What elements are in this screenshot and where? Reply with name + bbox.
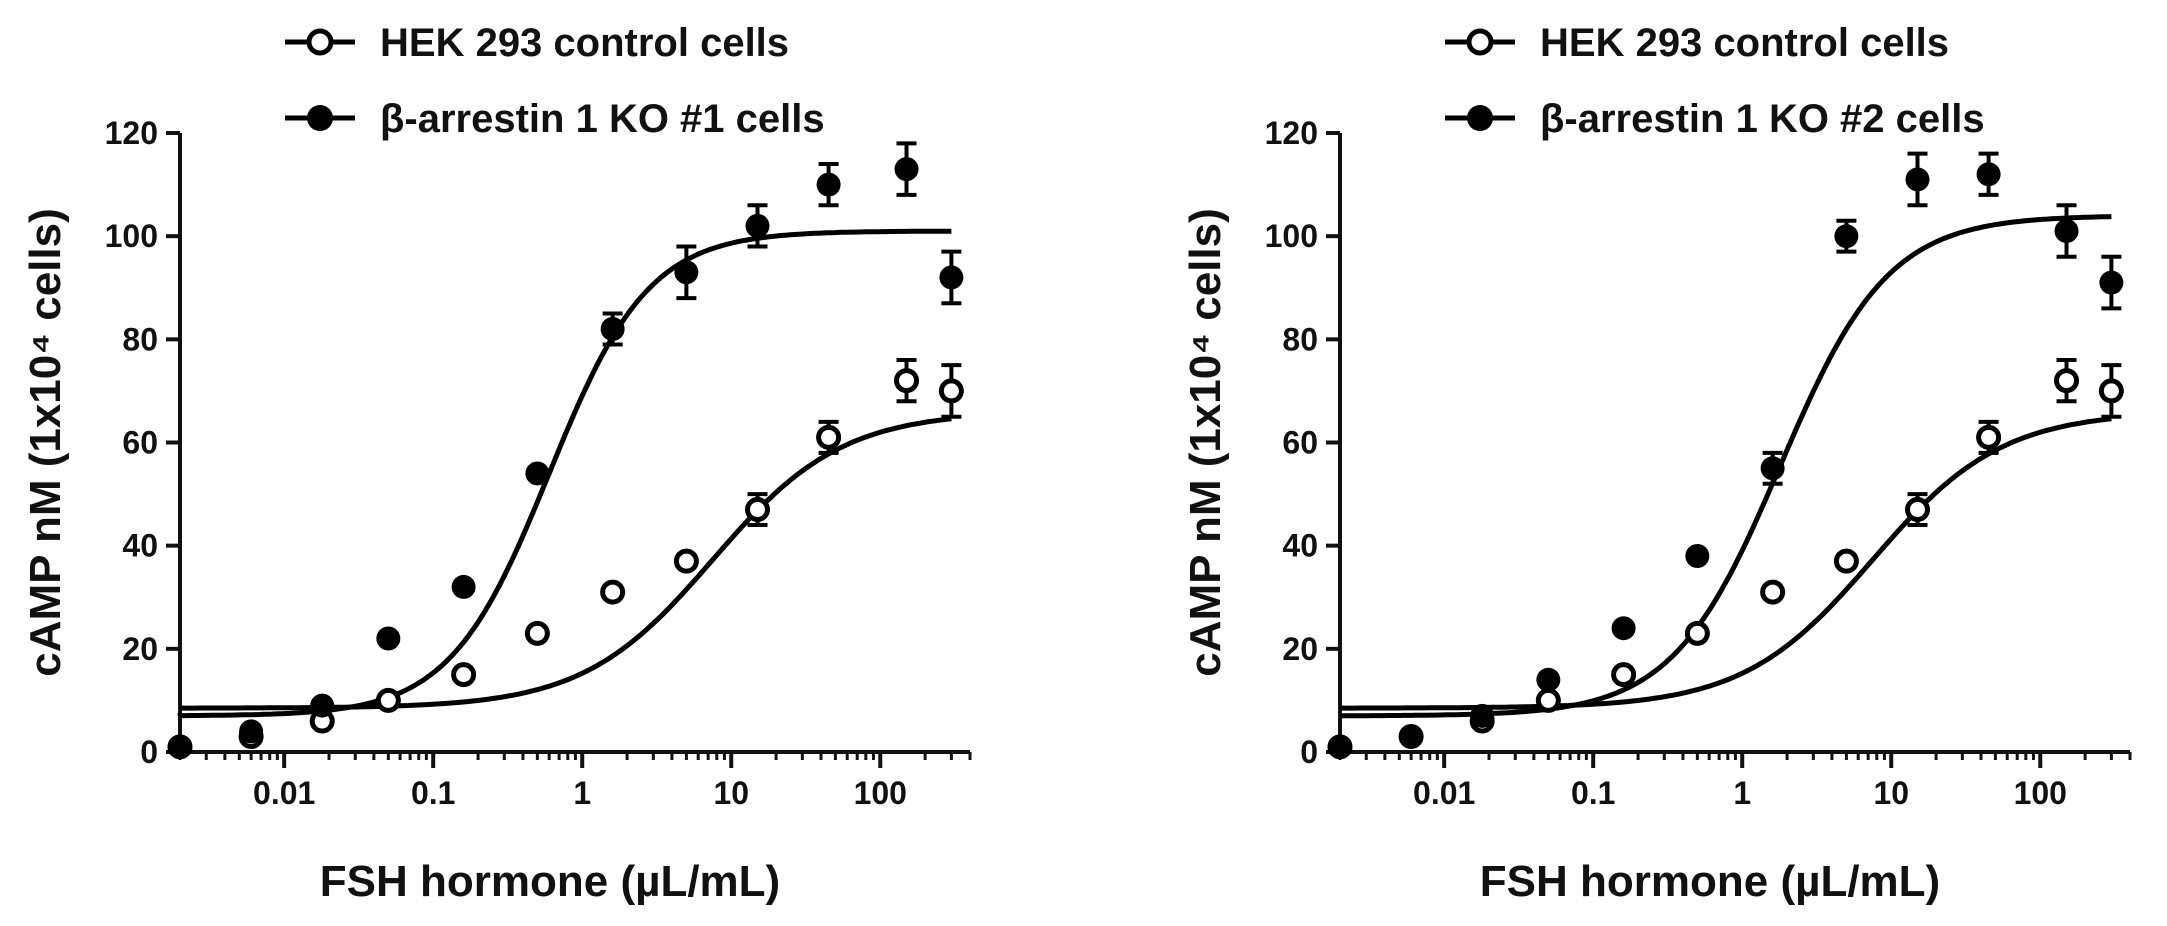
data-point-filled — [1470, 703, 1495, 728]
data-point-filled — [1536, 667, 1561, 692]
x-tick-label: 10 — [1873, 775, 1909, 811]
legend-entry: β-arrestin 1 KO #1 cells — [285, 97, 825, 141]
data-point-open — [673, 548, 699, 574]
data-point-open — [375, 687, 401, 713]
fit-curve — [180, 416, 952, 711]
data-point-filled — [1399, 724, 1424, 749]
x-tick-label: 1 — [573, 775, 591, 811]
data-point-filled — [239, 719, 264, 744]
data-point-open — [1904, 497, 1930, 523]
legend-label: β-arrestin 1 KO #1 cells — [380, 97, 825, 141]
data-point-filled — [1328, 734, 1352, 759]
data-point-open — [600, 579, 626, 605]
data-point-filled — [2054, 219, 2079, 244]
y-axis-title: cAMP nM (1x10⁴ cells) — [1181, 208, 1230, 676]
x-tick-label: 1 — [1733, 775, 1751, 811]
data-point-filled — [525, 461, 550, 486]
data-point-open — [894, 368, 920, 394]
data-point-filled — [168, 734, 192, 759]
data-point-open — [744, 497, 770, 523]
data-point-filled — [939, 265, 964, 290]
x-tick-label: 0.01 — [1413, 775, 1475, 811]
data-point-filled — [310, 693, 335, 718]
data-point-open — [1535, 687, 1561, 713]
data-point-open — [1684, 620, 1710, 646]
data-point-open — [2098, 378, 2124, 404]
x-tick-label: 100 — [2014, 775, 2067, 811]
legend-label: β-arrestin 1 KO #2 cells — [1540, 97, 1985, 141]
x-axis-title: FSH hormone (µL/mL) — [1480, 857, 1940, 906]
data-point-open — [1611, 662, 1637, 688]
y-tick-label: 80 — [122, 321, 158, 357]
data-point-open — [2054, 368, 2080, 394]
data-point-open — [1760, 579, 1786, 605]
fit-curve — [177, 228, 952, 719]
data-point-filled — [2099, 270, 2124, 295]
x-tick-label: 10 — [713, 775, 749, 811]
y-tick-label: 0 — [140, 734, 158, 770]
legend-marker-filled — [307, 105, 333, 131]
y-tick-label: 20 — [122, 631, 158, 667]
data-point-filled — [1611, 616, 1636, 641]
data-point-filled — [376, 626, 401, 651]
data-point-filled — [600, 317, 625, 342]
data-point-open — [1833, 548, 1859, 574]
fit-curve — [1340, 416, 2112, 711]
x-tick-label: 0.1 — [1571, 775, 1615, 811]
y-tick-label: 100 — [1265, 218, 1318, 254]
data-point-filled — [1760, 456, 1785, 481]
x-axis-title: FSH hormone (µL/mL) — [320, 857, 780, 906]
y-tick-label: 60 — [122, 425, 158, 461]
y-tick-label: 120 — [1265, 115, 1318, 151]
x-tick-label: 0.01 — [253, 775, 315, 811]
legend-label: HEK 293 control cells — [1540, 21, 1949, 65]
chart-panel-right: HEK 293 control cells β-arrestin 1 KO #2 … — [1160, 0, 2167, 926]
legend-marker-open — [1466, 28, 1494, 56]
data-point-filled — [451, 574, 476, 599]
y-tick-label: 100 — [105, 218, 158, 254]
y-tick-label: 120 — [105, 115, 158, 151]
data-point-open — [1976, 424, 2002, 450]
data-point-open — [938, 378, 964, 404]
chart-panel-left: HEK 293 control cells β-arrestin 1 KO #1 … — [0, 0, 1083, 926]
data-point-open — [451, 662, 477, 688]
legend-marker-open — [306, 28, 334, 56]
y-tick-label: 40 — [122, 528, 158, 564]
x-tick-label: 100 — [854, 775, 907, 811]
y-axis-title: cAMP nM (1x10⁴ cells) — [21, 208, 70, 676]
fit-curve — [1339, 214, 2112, 719]
data-point-filled — [1834, 224, 1859, 249]
y-tick-label: 40 — [1282, 528, 1318, 564]
data-point-open — [816, 424, 842, 450]
data-point-filled — [894, 157, 919, 182]
x-tick-label: 0.1 — [411, 775, 455, 811]
data-point-open — [524, 620, 550, 646]
chart-svg: HEK 293 control cells β-arrestin 1 KO #1 … — [21, 21, 972, 906]
y-tick-label: 20 — [1282, 631, 1318, 667]
legend-entry: β-arrestin 1 KO #2 cells — [1445, 97, 1985, 141]
data-point-filled — [1905, 167, 1930, 192]
data-point-filled — [674, 260, 699, 285]
y-tick-label: 0 — [1300, 734, 1318, 770]
legend-label: HEK 293 control cells — [380, 21, 789, 65]
legend-entry: HEK 293 control cells — [285, 21, 789, 65]
data-point-filled — [1685, 543, 1710, 568]
legend-marker-filled — [1467, 105, 1493, 131]
legend-entry: HEK 293 control cells — [1445, 21, 1949, 65]
y-tick-label: 80 — [1282, 321, 1318, 357]
chart-svg: HEK 293 control cells β-arrestin 1 KO #2 … — [1181, 21, 2132, 906]
y-tick-label: 60 — [1282, 425, 1318, 461]
data-point-filled — [816, 172, 841, 197]
data-point-filled — [1976, 162, 2001, 187]
data-point-filled — [745, 213, 770, 238]
